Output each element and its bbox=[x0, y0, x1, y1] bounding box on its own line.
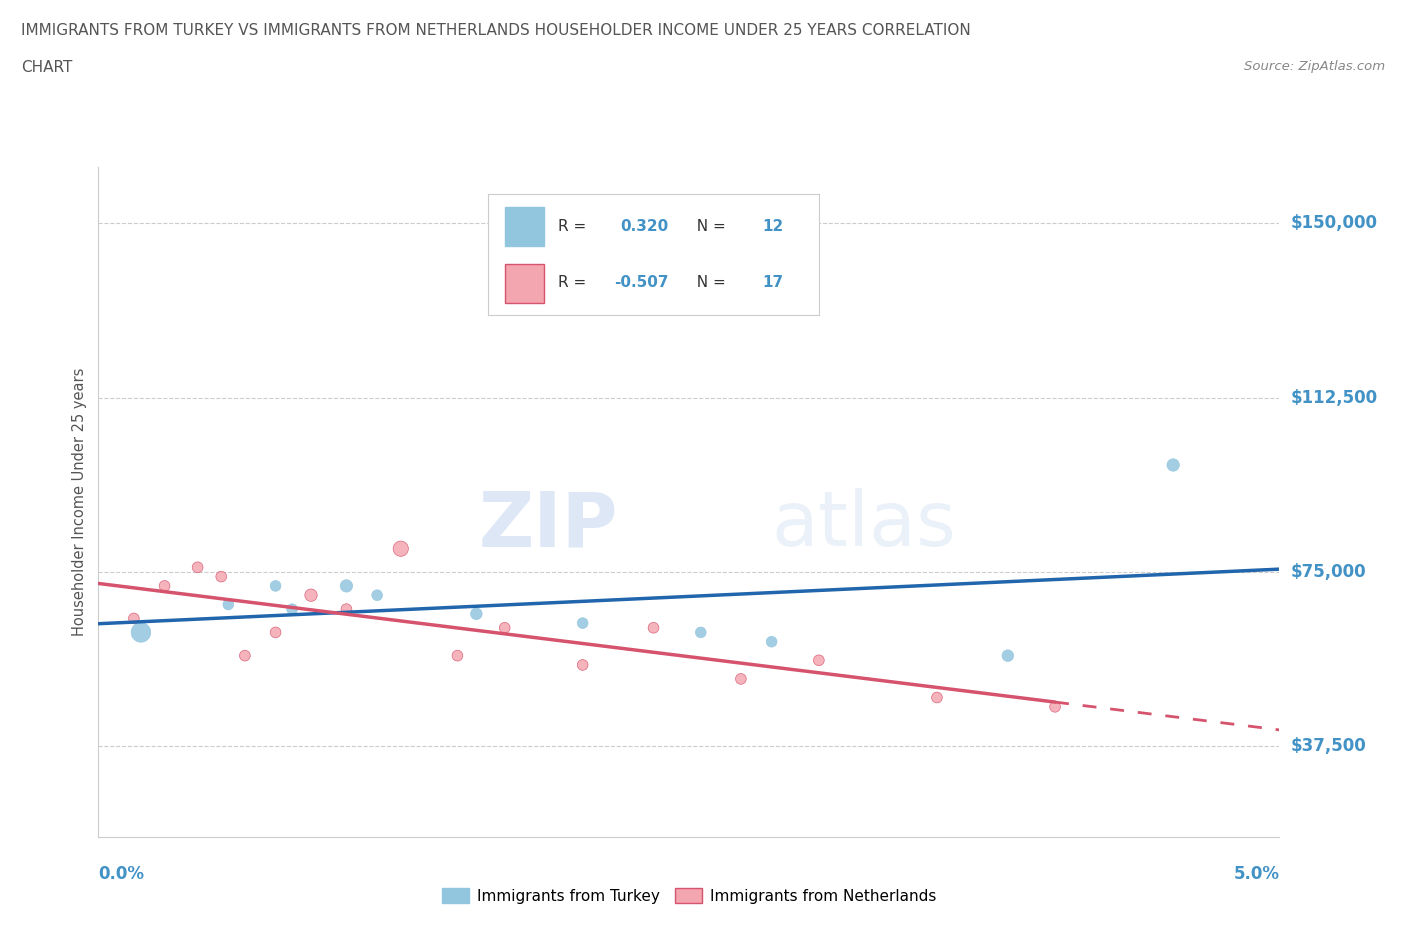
Point bbox=[807, 653, 830, 668]
Point bbox=[153, 578, 176, 593]
Text: $150,000: $150,000 bbox=[1291, 214, 1378, 232]
Text: 0.0%: 0.0% bbox=[98, 865, 145, 883]
Point bbox=[643, 620, 665, 635]
Y-axis label: Householder Income Under 25 years: Householder Income Under 25 years bbox=[72, 368, 87, 636]
Text: $75,000: $75,000 bbox=[1291, 563, 1367, 581]
Point bbox=[264, 578, 287, 593]
Point bbox=[209, 569, 232, 584]
Point bbox=[366, 588, 388, 603]
Point bbox=[389, 541, 412, 556]
Point bbox=[997, 648, 1019, 663]
Point bbox=[494, 620, 516, 635]
Point bbox=[281, 602, 304, 617]
Point bbox=[571, 658, 593, 672]
Legend: Immigrants from Turkey, Immigrants from Netherlands: Immigrants from Turkey, Immigrants from … bbox=[436, 882, 942, 910]
Point bbox=[187, 560, 209, 575]
Point bbox=[446, 648, 468, 663]
Text: CHART: CHART bbox=[21, 60, 73, 75]
Point bbox=[233, 648, 256, 663]
Point bbox=[335, 602, 357, 617]
Point bbox=[571, 616, 593, 631]
Point bbox=[217, 597, 239, 612]
Text: $112,500: $112,500 bbox=[1291, 389, 1378, 406]
Point bbox=[1043, 699, 1066, 714]
Point bbox=[761, 634, 783, 649]
Text: $37,500: $37,500 bbox=[1291, 737, 1367, 755]
Point bbox=[264, 625, 287, 640]
Text: atlas: atlas bbox=[772, 488, 956, 563]
Point bbox=[335, 578, 357, 593]
Point bbox=[1161, 458, 1184, 472]
Text: IMMIGRANTS FROM TURKEY VS IMMIGRANTS FROM NETHERLANDS HOUSEHOLDER INCOME UNDER 2: IMMIGRANTS FROM TURKEY VS IMMIGRANTS FRO… bbox=[21, 23, 970, 38]
Point bbox=[299, 588, 322, 603]
Point bbox=[122, 611, 145, 626]
Point bbox=[129, 625, 152, 640]
Point bbox=[465, 606, 488, 621]
Point bbox=[689, 625, 711, 640]
Text: ZIP: ZIP bbox=[478, 488, 619, 563]
Point bbox=[925, 690, 948, 705]
Point bbox=[730, 671, 752, 686]
Text: 5.0%: 5.0% bbox=[1233, 865, 1279, 883]
Text: Source: ZipAtlas.com: Source: ZipAtlas.com bbox=[1244, 60, 1385, 73]
